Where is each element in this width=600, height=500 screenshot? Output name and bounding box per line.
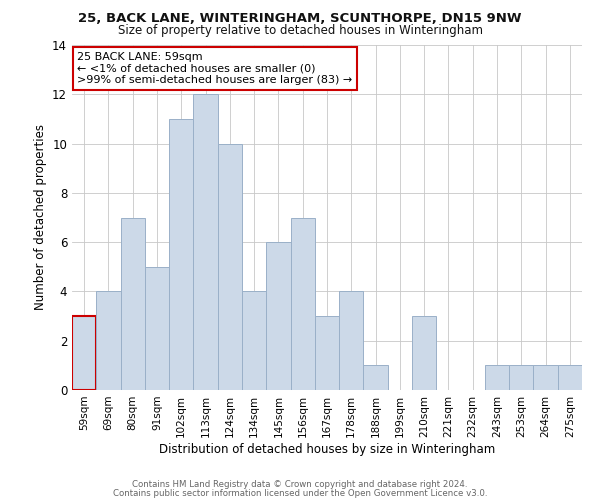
Bar [315,316,339,390]
Bar [96,292,121,390]
X-axis label: Distribution of detached houses by size in Winteringham: Distribution of detached houses by size … [159,442,495,456]
Text: Contains HM Land Registry data © Crown copyright and database right 2024.: Contains HM Land Registry data © Crown c… [132,480,468,489]
Bar [364,366,388,390]
Bar [558,366,582,390]
Bar [145,267,169,390]
Bar [121,218,145,390]
Bar [72,316,96,390]
Bar [266,242,290,390]
Bar [290,218,315,390]
Bar [218,144,242,390]
Text: 25, BACK LANE, WINTERINGHAM, SCUNTHORPE, DN15 9NW: 25, BACK LANE, WINTERINGHAM, SCUNTHORPE,… [78,12,522,26]
Text: Size of property relative to detached houses in Winteringham: Size of property relative to detached ho… [118,24,482,37]
Bar [339,292,364,390]
Bar [242,292,266,390]
Text: 25 BACK LANE: 59sqm
← <1% of detached houses are smaller (0)
>99% of semi-detach: 25 BACK LANE: 59sqm ← <1% of detached ho… [77,52,352,85]
Bar [169,119,193,390]
Bar [412,316,436,390]
Bar [485,366,509,390]
Bar [533,366,558,390]
Bar [509,366,533,390]
Y-axis label: Number of detached properties: Number of detached properties [34,124,47,310]
Text: Contains public sector information licensed under the Open Government Licence v3: Contains public sector information licen… [113,488,487,498]
Bar [193,94,218,390]
